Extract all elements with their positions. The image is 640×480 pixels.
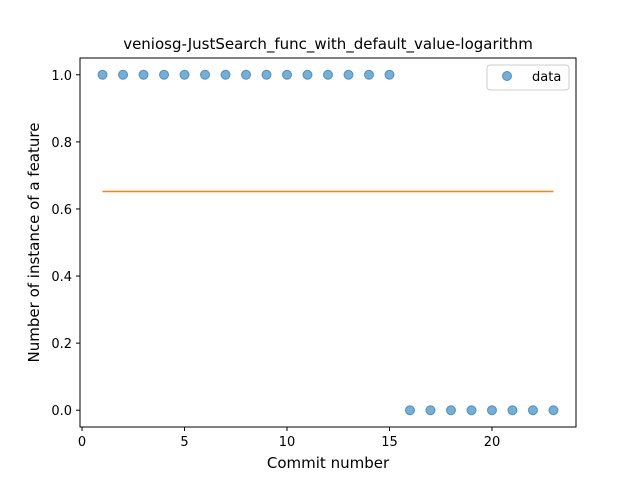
data-point <box>404 405 415 416</box>
legend-marker-data <box>502 71 512 81</box>
chart-title: veniosg-JustSearch_func_with_default_val… <box>123 35 533 54</box>
y-tick-label: 0.2 <box>51 337 72 352</box>
y-tick-label: 0.4 <box>51 270 72 285</box>
data-point <box>200 69 211 80</box>
data-point <box>261 69 272 80</box>
data-point <box>507 405 518 416</box>
x-tick-label: 0 <box>78 435 86 450</box>
data-point <box>323 69 333 80</box>
data-point <box>363 69 374 80</box>
x-tick-label: 10 <box>279 435 296 450</box>
data-point <box>486 405 497 416</box>
data-point <box>282 69 293 80</box>
axes-frame <box>79 57 577 428</box>
y-tick-label: 0.6 <box>51 203 72 218</box>
data-point <box>220 69 231 80</box>
data-point <box>343 69 354 80</box>
data-point <box>466 405 477 416</box>
data-point <box>445 405 456 416</box>
y-axis-label: Number of instance of a feature <box>25 123 43 363</box>
legend-label-data: data <box>532 70 561 85</box>
legend: data <box>486 64 570 91</box>
data-point <box>118 69 129 80</box>
y-tick-label: 1.0 <box>51 69 72 84</box>
x-tick-label: 15 <box>381 435 398 450</box>
x-axis-label: Commit number <box>267 454 390 472</box>
data-point <box>138 69 149 80</box>
y-tick-label: 0.0 <box>51 404 72 419</box>
data-point <box>384 69 395 80</box>
data-point <box>159 69 170 80</box>
data-point <box>527 405 538 416</box>
y-tick-label: 0.8 <box>51 136 72 151</box>
x-tick-label: 20 <box>484 435 501 450</box>
data-point <box>302 69 313 80</box>
data-point <box>179 69 190 80</box>
data-point <box>97 69 108 80</box>
plot-area <box>97 69 559 416</box>
data-point <box>241 69 252 80</box>
axis-ticks: 0 5 10 15 20 0.0 0.2 0.4 0.6 0.8 1.0 <box>51 69 500 450</box>
data-point <box>425 405 436 416</box>
data-point <box>548 405 559 416</box>
x-tick-label: 5 <box>180 435 188 450</box>
